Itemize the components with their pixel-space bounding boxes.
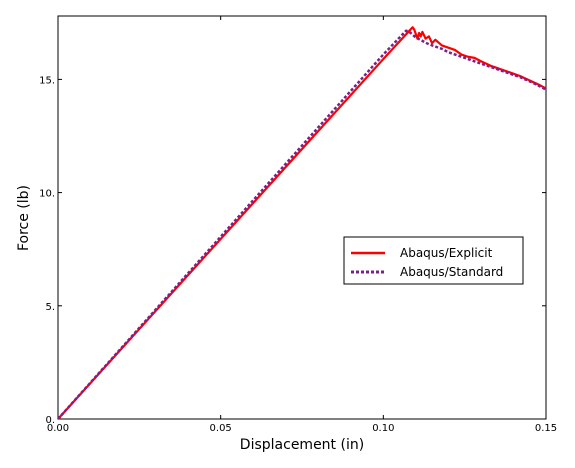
series-line-explicit: [57, 26, 547, 420]
x-tick-label: 0.10: [372, 423, 394, 434]
y-tick-label: 15.: [39, 75, 55, 86]
y-tick-label: 5.: [45, 302, 55, 313]
plot-frame: [57, 15, 547, 420]
series-layer: [57, 26, 547, 420]
y-axis-ticks: 0. 5. 10. 15.: [39, 75, 546, 426]
y-tick-label: 0.: [45, 415, 55, 426]
y-tick-label: 10.: [39, 189, 55, 200]
x-tick-label: 0.15: [535, 423, 557, 434]
x-tick-label: 0.00: [47, 423, 69, 434]
legend: Abaqus/Explicit Abaqus/Standard: [343, 236, 524, 285]
x-axis-title: Displacement (in): [240, 437, 364, 453]
x-tick-label: 0.05: [210, 423, 232, 434]
series-line-standard: [57, 29, 547, 420]
x-axis-ticks: 0.00 0.05 0.10 0.15: [47, 16, 557, 434]
legend-box: [343, 236, 524, 285]
y-axis-title: Force (lb): [16, 185, 32, 251]
legend-label-explicit: Abaqus/Explicit: [400, 246, 493, 260]
legend-label-standard: Abaqus/Standard: [400, 265, 503, 279]
